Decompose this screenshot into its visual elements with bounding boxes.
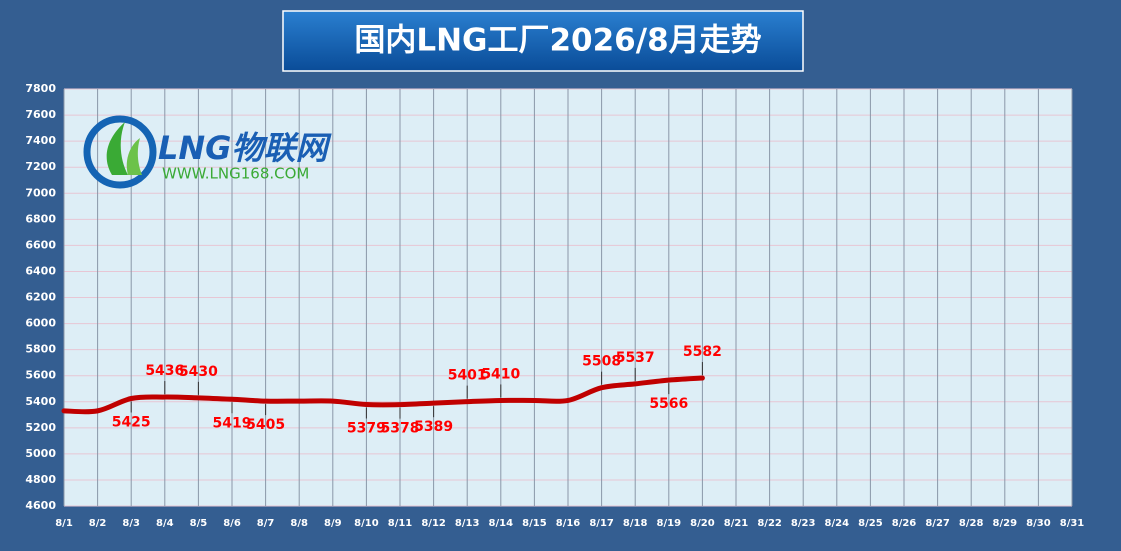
x-tick-label: 8/22: [757, 518, 782, 529]
x-tick-label: 8/20: [690, 518, 715, 529]
y-tick-label: 6600: [25, 238, 56, 251]
y-tick-label: 7200: [25, 160, 56, 173]
x-tick-label: 8/29: [993, 518, 1018, 529]
data-label: 5566: [649, 396, 688, 412]
title-box: [282, 10, 804, 72]
logo-url: WWW.LNG168.COM: [162, 165, 309, 183]
data-label: 5401: [448, 368, 487, 384]
y-tick-label: 6000: [25, 317, 56, 330]
data-label: 5425: [112, 414, 151, 430]
x-tick-label: 8/18: [623, 518, 648, 529]
x-tick-label: 8/4: [156, 518, 174, 529]
x-tick-label: 8/24: [825, 518, 850, 529]
x-tick-label: 8/28: [959, 518, 984, 529]
chart-title: 国内LNG工厂2026/8月走势: [354, 23, 761, 59]
y-tick-label: 5800: [25, 343, 56, 356]
logo-leaf: [126, 138, 142, 175]
logo: LNG物联网 WWW.LNG168.COM: [83, 115, 332, 189]
y-tick-label: 7400: [25, 134, 56, 147]
x-tick-label: 8/8: [290, 518, 308, 529]
y-tick-label: 5000: [25, 447, 56, 460]
x-tick-label: 8/17: [589, 518, 614, 529]
x-tick-label: 8/30: [1026, 518, 1051, 529]
y-tick-label: 6800: [25, 212, 56, 225]
x-tick-label: 8/25: [858, 518, 883, 529]
data-label: 5436: [145, 363, 184, 379]
x-tick-label: 8/15: [522, 518, 547, 529]
logo-leaf: [106, 122, 128, 175]
data-label: 5419: [213, 415, 252, 431]
x-tick-label: 8/31: [1060, 518, 1085, 529]
data-label: 5508: [582, 354, 621, 370]
y-tick-label: 7000: [25, 186, 56, 199]
data-label: 5389: [414, 419, 453, 435]
y-tick-label: 7600: [25, 108, 56, 121]
x-tick-label: 8/27: [925, 518, 950, 529]
x-tick-label: 8/12: [421, 518, 446, 529]
data-label: 5379: [347, 420, 386, 436]
x-tick-label: 8/5: [190, 518, 208, 529]
x-tick-label: 8/10: [354, 518, 379, 529]
y-tick-label: 7800: [25, 82, 56, 95]
x-tick-label: 8/19: [657, 518, 682, 529]
x-tick-label: 8/2: [89, 518, 107, 529]
data-label: 5410: [481, 366, 520, 382]
x-tick-label: 8/7: [257, 518, 275, 529]
y-tick-label: 4600: [25, 499, 56, 512]
x-tick-label: 8/23: [791, 518, 816, 529]
x-tick-label: 8/21: [724, 518, 749, 529]
y-tick-label: 6200: [25, 291, 56, 304]
y-tick-label: 5600: [25, 369, 56, 382]
data-line: [61, 375, 705, 415]
y-tick-label: 6400: [25, 264, 56, 277]
data-label: 5378: [381, 421, 420, 437]
data-label: 5405: [246, 417, 285, 433]
x-tick-label: 8/16: [556, 518, 581, 529]
y-tick-label: 5400: [25, 395, 56, 408]
logo-ring: [83, 115, 157, 189]
x-tick-label: 8/9: [324, 518, 342, 529]
data-label: 5537: [616, 350, 655, 366]
x-tick-label: 8/3: [122, 518, 140, 529]
x-tick-label: 8/14: [489, 518, 514, 529]
x-tick-label: 8/13: [455, 518, 480, 529]
x-tick-label: 8/11: [388, 518, 413, 529]
x-tick-label: 8/6: [223, 518, 241, 529]
data-label: 5582: [683, 344, 722, 360]
x-tick-label: 8/26: [892, 518, 917, 529]
y-tick-label: 5200: [25, 421, 56, 434]
logo-text: LNG物联网: [158, 129, 332, 167]
y-tick-label: 4800: [25, 473, 56, 486]
data-label: 5430: [179, 364, 218, 380]
x-tick-label: 8/1: [55, 518, 73, 529]
